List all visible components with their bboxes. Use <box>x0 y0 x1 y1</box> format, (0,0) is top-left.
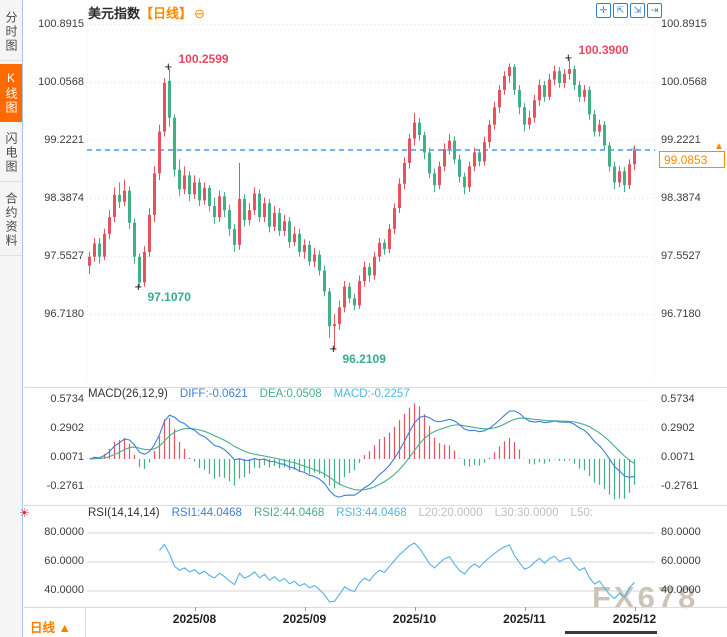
extreme-marker-icon: + <box>329 340 338 356</box>
period-tag: 【日线】 <box>140 6 193 21</box>
rsi-l30-value: L30:30.0000 <box>494 507 559 519</box>
extreme-marker-icon: + <box>134 278 143 294</box>
left-sidebar: 分时图 K线图闪电图合约资料 <box>0 0 23 637</box>
macd-chart[interactable] <box>87 400 655 504</box>
x-axis-month-label: 2025/10 <box>392 612 437 626</box>
rsi-name: RSI(14,14,14) <box>88 507 160 519</box>
month-tick <box>414 607 416 611</box>
last-price-cross-icon: + <box>630 142 638 156</box>
rsi-axis-label: 80.0000 <box>44 526 84 538</box>
macd-axis-label: -0.2761 <box>46 480 84 493</box>
instrument-name: 美元指数 <box>88 6 141 21</box>
macd-diff-value: DIFF:-0.0621 <box>179 388 248 400</box>
rsi-axis-label: 60.0000 <box>661 555 701 567</box>
rsi3-value: RSI3:44.0468 <box>336 507 407 519</box>
y-axis-label: 99.2221 <box>661 133 701 146</box>
crosshair-icon[interactable]: ✛ <box>596 3 611 18</box>
x-axis-month-label: 2025/08 <box>172 612 217 626</box>
macd-axis-label: 0.2902 <box>50 422 84 435</box>
macd-axis-label: 0.5734 <box>50 393 84 406</box>
y-axis-label: 97.5527 <box>661 249 701 262</box>
collapse-icon[interactable]: ⊖ <box>194 6 205 21</box>
macd-axis-label: -0.2761 <box>661 480 699 493</box>
y-axis-label: 96.7180 <box>44 307 84 320</box>
rsi-axis-label: 80.0000 <box>661 526 701 538</box>
month-tick <box>634 607 636 611</box>
y-axis-label: 100.8915 <box>661 17 707 30</box>
price-annotation: 97.1070 <box>147 289 191 304</box>
rsi-axis-label: 40.0000 <box>44 584 84 596</box>
current-price-tag: 99.0853 <box>659 151 725 168</box>
y-axis-label: 100.0568 <box>661 75 707 88</box>
price-annotation: 96.2109 <box>342 351 386 366</box>
macd-name: MACD(26,12,9) <box>88 388 168 400</box>
sidebar-item-1[interactable]: K线图 <box>0 64 22 122</box>
price-annotation: 100.2599 <box>178 52 229 67</box>
rsi-l20-value: L20:20.0000 <box>418 507 483 519</box>
candlestick-chart[interactable] <box>87 10 655 382</box>
month-tick <box>524 607 526 611</box>
macd-axis-label: 0.0071 <box>661 451 695 464</box>
extreme-marker-icon: + <box>564 50 573 66</box>
indicator-settings-icon[interactable]: ☀ <box>19 506 30 520</box>
rsi-l50-value: L50: <box>570 507 593 519</box>
macd-axis-label: 0.5734 <box>661 393 695 406</box>
panel-divider <box>24 505 727 506</box>
chart-title: 美元指数【日线】 ⊖ <box>88 3 205 22</box>
x-axis-month-label: 2025/11 <box>503 612 546 626</box>
rsi-header: RSI(14,14,14) RSI1:44.0468 RSI2:44.0468 RSI… <box>88 507 605 519</box>
price-annotation: 100.3900 <box>578 43 629 58</box>
rsi-axis-label: 60.0000 <box>44 555 84 567</box>
rsi2-value: RSI2:44.0468 <box>253 507 325 519</box>
y-axis-label: 100.0568 <box>38 75 84 88</box>
month-tick <box>304 607 306 611</box>
macd-axis-label: 0.2902 <box>661 422 695 435</box>
period-selector[interactable]: 日线 ▲ <box>30 617 71 636</box>
scale-right-icon[interactable]: ⇲ <box>630 3 645 18</box>
month-tick <box>194 607 196 611</box>
macd-header: MACD(26,12,9) DIFF:-0.0621 DEA:0.0508 MACD:… <box>88 388 422 400</box>
h-scrollbar[interactable] <box>565 631 657 634</box>
panel-divider <box>24 387 727 388</box>
y-axis-label: 96.7180 <box>661 307 701 320</box>
rsi1-value: RSI1:44.0468 <box>171 507 242 519</box>
sidebar-item-2[interactable]: 闪电图 <box>0 125 22 182</box>
price-up-arrow-icon: ▲ <box>714 141 724 152</box>
extreme-marker-icon: + <box>164 59 173 75</box>
y-axis-label: 97.5527 <box>44 249 84 262</box>
period-arrow-icon: ▲ <box>58 621 71 635</box>
macd-axis-label: 0.0071 <box>50 451 84 464</box>
y-axis-label: 100.8915 <box>38 17 84 30</box>
sidebar-item-3[interactable]: 合约资料 <box>0 185 22 256</box>
x-axis-month-label: 2025/09 <box>282 612 327 626</box>
period-label: 日线 <box>30 621 56 635</box>
sidebar-item-0[interactable]: 分时图 <box>0 4 22 61</box>
macd-dea-value: DEA:0.0508 <box>259 388 322 400</box>
y-axis-label: 98.3874 <box>661 191 701 204</box>
x-axis-line <box>24 607 727 608</box>
y-axis-label: 99.2221 <box>44 133 84 146</box>
watermark: FX678 <box>592 580 699 615</box>
bottom-cell-divider <box>85 607 86 637</box>
rsi-axis-label: 40.0000 <box>661 584 701 596</box>
macd-macd-value: MACD:-0.2257 <box>333 388 410 400</box>
x-axis-month-label: 2025/12 <box>612 612 657 626</box>
y-axis-label: 98.3874 <box>44 191 84 204</box>
rsi-chart[interactable] <box>87 521 655 608</box>
scale-left-icon[interactable]: ⇱ <box>613 3 628 18</box>
